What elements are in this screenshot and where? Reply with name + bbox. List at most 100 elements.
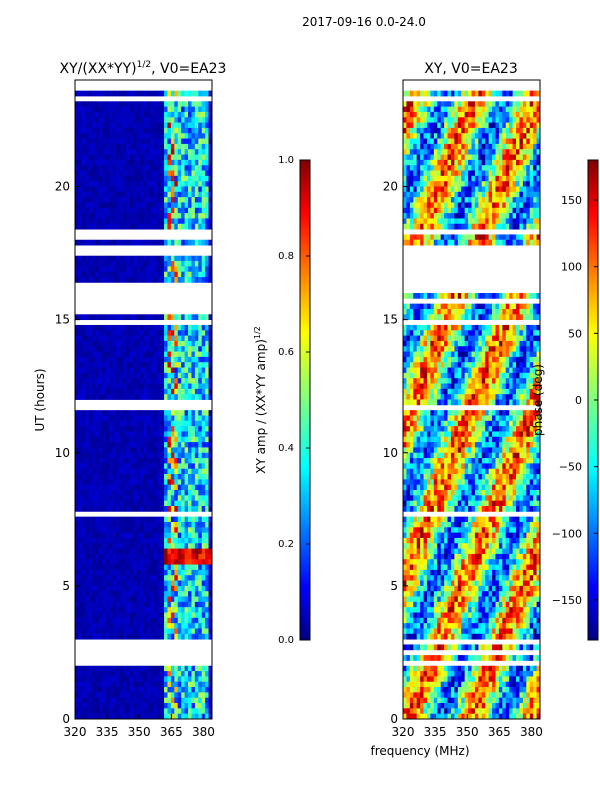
heatmap-cell [119,458,124,464]
heatmap-cell [160,506,165,512]
heatmap-cell [437,133,442,139]
heatmap-cell [205,665,209,672]
heatmap-cell [153,633,158,640]
heatmap-cell [502,218,507,225]
heatmap-cell [413,138,418,145]
colorbar-tick-label: 0.2 [278,539,294,550]
heatmap-cell [406,101,411,108]
heatmap-cell [109,239,114,246]
heatmap-cell [122,117,127,124]
heatmap-cell [153,415,158,422]
heatmap-cell [129,149,134,155]
heatmap-cell [184,255,189,262]
heatmap-cell [75,170,79,177]
heatmap-cell [177,197,182,203]
heatmap-cell [205,111,209,118]
heatmap-cell [201,591,206,597]
heatmap-cell [75,708,79,715]
heatmap-cell [194,324,199,331]
heatmap-cell [468,223,472,230]
heatmap-cell [160,585,165,592]
heatmap-cell [112,266,117,273]
heatmap-cell [164,314,168,321]
heatmap-cell [444,191,448,198]
heatmap-cell [153,356,158,363]
heatmap-cell [126,585,131,592]
heatmap-cell [471,170,476,177]
heatmap-cell [112,442,117,448]
heatmap-cell [198,154,203,161]
heatmap-cell [140,500,144,507]
left-colorbar-gradient [299,159,311,641]
heatmap-cell [153,506,158,512]
heatmap-cell [105,537,110,544]
heatmap-cell [208,175,212,182]
heatmap-cell [146,436,151,443]
heatmap-cell [522,149,527,155]
heatmap-cell [198,442,203,448]
heatmap-cell [174,207,179,214]
heatmap-cell [413,127,418,134]
heatmap-cell [177,623,182,629]
heatmap-cell [198,362,203,368]
heatmap-cell [150,410,155,416]
heatmap-cell [133,569,138,576]
heatmap-cell [191,266,196,273]
heatmap-cell [146,394,151,400]
heatmap-cell [526,122,531,129]
heatmap-cell [95,383,100,390]
heatmap-cell [85,218,90,225]
heatmap-cell [468,234,472,241]
heatmap-cell [157,346,162,352]
heatmap-cell [205,181,209,187]
heatmap-cell [403,133,407,139]
heatmap-cell [433,138,438,145]
heatmap-cell [92,223,96,230]
heatmap-cell [153,213,158,219]
heatmap-cell [167,708,172,715]
heatmap-cell [440,218,445,225]
heatmap-cell [116,452,120,459]
heatmap-cell [143,218,148,225]
heatmap-cell [116,378,120,384]
heatmap-cell [160,340,165,347]
heatmap-cell [167,575,172,581]
heatmap-cell [105,255,110,262]
heatmap-cell [198,585,203,592]
heatmap-cell [95,277,100,283]
heatmap-cell [403,127,407,134]
heatmap-cell [194,207,199,214]
heatmap-cell [92,255,96,262]
heatmap-cell [440,234,445,241]
heatmap-cell [81,490,86,496]
heatmap-cell [174,362,179,368]
heatmap-cell [205,106,209,113]
heatmap-cell [105,527,110,534]
heatmap-cell [468,90,472,97]
heatmap-cell [160,676,165,683]
heatmap-cell [112,537,117,544]
heatmap-cell [122,548,127,555]
heatmap-cell [492,223,496,230]
heatmap-cell [153,239,158,246]
heatmap-cell [188,143,192,150]
heatmap-cell [112,564,117,571]
heatmap-cell [129,452,134,459]
heatmap-cell [122,154,127,161]
heatmap-cell [454,197,459,203]
heatmap-cell [160,575,165,581]
heatmap-cell [164,484,168,491]
heatmap-cell [78,138,83,145]
heatmap-cell [102,676,107,683]
heatmap-cell [188,324,192,331]
heatmap-cell [88,671,93,677]
heatmap-cell [450,191,455,198]
heatmap-cell [526,213,531,219]
heatmap-cell [170,591,175,597]
heatmap-cell [136,516,141,523]
heatmap-cell [81,681,86,688]
heatmap-cell [160,218,165,225]
heatmap-cell [188,255,192,262]
heatmap-cell [167,479,172,486]
heatmap-cell [78,495,83,502]
